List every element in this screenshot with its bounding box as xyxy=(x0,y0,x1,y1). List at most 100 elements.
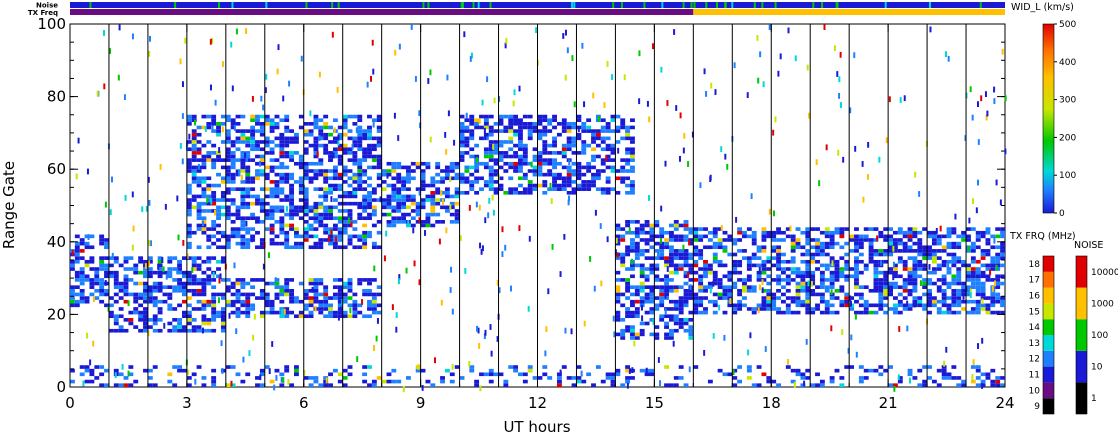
scatter-cell xyxy=(294,314,299,319)
scatter-cell xyxy=(172,285,178,289)
scatter-cell xyxy=(357,183,363,188)
scatter-cell xyxy=(917,241,923,246)
scatter-cell xyxy=(980,292,986,297)
scatter-cell xyxy=(318,169,324,173)
scatter-cell xyxy=(469,118,475,123)
scatter-cell xyxy=(357,140,363,144)
scatter-cell xyxy=(966,234,971,239)
scatter-cell xyxy=(907,372,913,377)
noise-point xyxy=(370,75,373,82)
scatter-cell xyxy=(698,238,704,242)
scatter-cell xyxy=(313,169,319,173)
scatter-cell xyxy=(493,169,499,173)
scatter-cell xyxy=(659,249,665,253)
scatter-cell xyxy=(401,216,407,221)
scatter-cell xyxy=(152,281,158,286)
scatter-cell xyxy=(766,281,772,286)
scatter-cell xyxy=(615,285,621,289)
scatter-cell xyxy=(805,263,811,268)
scatter-cell xyxy=(371,118,377,123)
scatter-cell xyxy=(133,379,139,384)
scatter-cell xyxy=(255,376,260,380)
scatter-cell xyxy=(931,303,937,308)
scatter-cell xyxy=(956,256,962,260)
scatter-cell xyxy=(362,154,368,159)
scatter-cell xyxy=(259,238,265,242)
scatter-cell xyxy=(518,143,523,148)
scatter-cell xyxy=(518,122,523,126)
scatter-cell xyxy=(630,180,635,184)
scatter-cell xyxy=(888,238,893,242)
scatter-cell xyxy=(367,278,372,282)
scatter-cell xyxy=(182,299,187,304)
noise-point xyxy=(218,277,221,284)
scatter-cell xyxy=(332,314,338,319)
scatter-cell xyxy=(620,180,626,184)
scatter-cell xyxy=(688,241,694,246)
scatter-cell xyxy=(328,296,333,300)
scatter-cell xyxy=(172,278,178,282)
scatter-cell xyxy=(225,169,231,173)
scatter-cell xyxy=(776,296,781,300)
noise-point xyxy=(221,126,224,133)
scatter-cell xyxy=(342,169,348,173)
scatter-cell xyxy=(649,310,655,315)
scatter-cell xyxy=(693,310,699,315)
scatter-cell xyxy=(362,187,368,191)
scatter-cell xyxy=(990,256,996,260)
scatter-cell xyxy=(133,296,139,300)
scatter-cell xyxy=(415,187,421,191)
scatter-cell xyxy=(357,281,363,286)
width-colorbar-ramp xyxy=(1042,23,1055,214)
noise-point xyxy=(928,264,931,270)
scatter-cell xyxy=(342,299,348,304)
scatter-cell xyxy=(308,216,314,221)
scatter-cell xyxy=(435,201,441,206)
noise-strip-tick xyxy=(812,2,815,8)
scatter-cell xyxy=(737,249,743,253)
scatter-cell xyxy=(318,129,324,133)
scatter-cell xyxy=(620,383,626,387)
scatter-cell xyxy=(634,230,640,235)
scatter-cell xyxy=(673,234,679,239)
scatter-cell xyxy=(123,278,129,282)
scatter-cell xyxy=(328,314,333,319)
noise-point xyxy=(82,380,85,387)
scatter-cell xyxy=(683,252,689,257)
scatter-cell xyxy=(561,180,567,184)
noise-point xyxy=(808,112,811,119)
scatter-cell xyxy=(513,169,519,173)
scatter-cell xyxy=(337,238,343,242)
scatter-cell xyxy=(488,180,494,184)
scatter-cell xyxy=(698,303,704,308)
scatter-cell xyxy=(284,198,290,202)
scatter-cell xyxy=(897,238,903,242)
scatter-cell xyxy=(459,151,465,155)
scatter-cell xyxy=(230,143,236,148)
scatter-cell xyxy=(259,368,265,373)
scatter-cell xyxy=(668,278,674,282)
scatter-cell xyxy=(941,263,947,268)
noise-point xyxy=(194,378,197,385)
scatter-cell xyxy=(532,187,538,191)
scatter-cell xyxy=(785,288,791,293)
scatter-cell xyxy=(571,140,577,144)
scatter-cell xyxy=(269,299,275,304)
scatter-cell xyxy=(600,136,606,141)
noise-point xyxy=(417,364,420,370)
scatter-cell xyxy=(323,227,329,231)
scatter-cell xyxy=(868,227,874,231)
noise-point xyxy=(475,201,478,208)
scatter-cell xyxy=(284,129,290,133)
noise-point xyxy=(774,116,777,123)
scatter-cell xyxy=(240,129,246,133)
scatter-cell xyxy=(206,278,212,282)
scatter-cell xyxy=(995,227,1001,231)
scatter-cell xyxy=(459,132,465,137)
scatter-cell xyxy=(858,252,864,257)
noise-point xyxy=(429,136,432,143)
scatter-cell xyxy=(980,274,986,279)
scatter-cell xyxy=(761,263,767,268)
scatter-cell xyxy=(649,245,655,250)
scatter-cell xyxy=(284,288,290,293)
